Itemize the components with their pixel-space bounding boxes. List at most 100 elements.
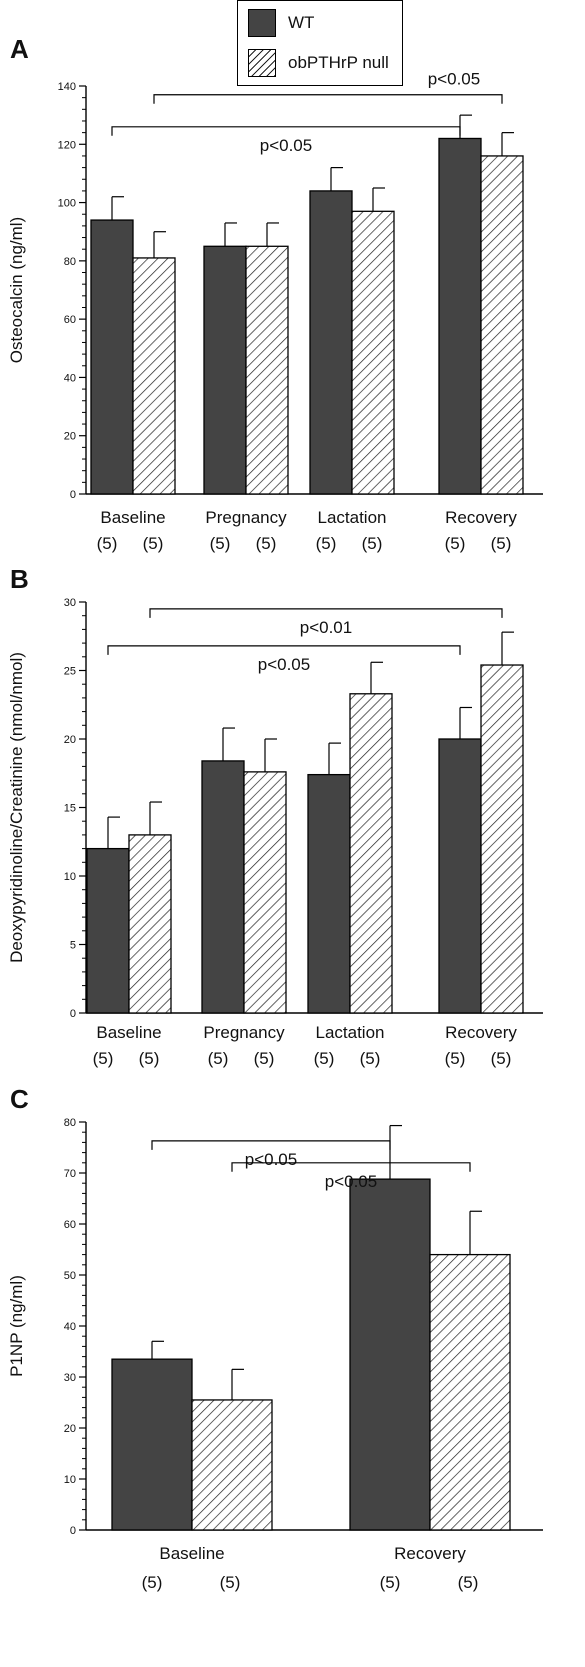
- n-label: (5): [210, 534, 231, 553]
- y-tick-label: 80: [64, 256, 76, 268]
- significance-bracket: p<0.05: [111, 126, 461, 155]
- y-tick-label: 5: [70, 940, 76, 952]
- n-label: (5): [360, 1049, 381, 1068]
- bracket-line: [151, 1140, 391, 1150]
- legend-swatch-wt: [248, 9, 276, 37]
- legend-swatch-null: [248, 49, 276, 77]
- p-value-label: p<0.01: [300, 618, 352, 637]
- y-tick-label: 140: [58, 81, 76, 93]
- bar-null-lactation: [349, 693, 393, 1014]
- n-label: (5): [208, 1049, 229, 1068]
- bracket-line: [231, 1162, 471, 1172]
- x-tick-label: Lactation: [316, 1023, 385, 1042]
- x-tick-label: Pregnancy: [205, 508, 287, 527]
- y-tick-label: 40: [64, 1321, 76, 1333]
- significance-bracket: p<0.05: [231, 1162, 471, 1191]
- bracket-line: [153, 94, 503, 104]
- significance-bracket: p<0.01: [149, 608, 503, 637]
- bar-null-recovery: [480, 664, 524, 1014]
- y-tick-label: 80: [64, 1117, 76, 1129]
- y-tick-label: 20: [64, 1423, 76, 1435]
- y-tick-label: 25: [64, 666, 76, 678]
- n-label: (5): [362, 534, 383, 553]
- legend-label-null: obPTHrP null: [288, 53, 389, 72]
- panel-c: C 0 10 20 30 40 50 60 70 80 P1NP (ng/ml) Baseline (5…: [7, 1084, 543, 1592]
- n-label: (5): [491, 1049, 512, 1068]
- legend: WT obPTHrP null: [237, 0, 403, 86]
- n-label: (5): [93, 1049, 114, 1068]
- legend-item-wt: WT: [248, 9, 314, 37]
- x-tick-label: Recovery: [445, 1023, 517, 1042]
- bar-wt-pregnancy: [203, 245, 247, 495]
- n-label: (5): [97, 534, 118, 553]
- legend-label-wt: WT: [288, 13, 315, 32]
- bar-null-baseline: [128, 834, 172, 1014]
- y-tick-label: 0: [70, 489, 76, 501]
- panel-b: B 0 5 10 15 20 25 30 Deoxypyridinoline/Creatinin…: [7, 564, 543, 1068]
- n-label: (5): [316, 534, 337, 553]
- x-tick-label: Baseline: [100, 508, 165, 527]
- bar-null-baseline: [132, 257, 176, 495]
- significance-bracket: p<0.05: [153, 70, 503, 104]
- bar-wt-lactation: [309, 190, 353, 495]
- panel-letter: B: [10, 564, 29, 594]
- y-tick-label: 70: [64, 1168, 76, 1180]
- p-value-label: p<0.05: [258, 655, 310, 674]
- y-axis-label: Deoxypyridinoline/Creatinine (nmol/nmol): [7, 652, 26, 963]
- p-value-label: p<0.05: [260, 136, 312, 155]
- bar-null-recovery: [429, 1253, 511, 1531]
- y-tick-label: 10: [64, 871, 76, 883]
- p-value-label: p<0.05: [245, 1150, 297, 1169]
- y-axis-label: Osteocalcin (ng/ml): [7, 217, 26, 363]
- bar-null-pregnancy: [243, 771, 287, 1014]
- bar-wt-baseline: [86, 847, 130, 1014]
- legend-item-null: obPTHrP null: [248, 49, 389, 77]
- y-tick-label: 30: [64, 1372, 76, 1384]
- y-tick-label: 60: [64, 314, 76, 326]
- n-label: (5): [491, 534, 512, 553]
- n-label: (5): [314, 1049, 335, 1068]
- n-label: (5): [220, 1573, 241, 1592]
- x-tick-label: Pregnancy: [203, 1023, 285, 1042]
- panel-a: A 0 20 40 60 80 100 120 140 Osteocalcin (ng/ml) Ba…: [7, 34, 543, 553]
- bar-wt-lactation: [307, 773, 351, 1014]
- y-tick-label: 0: [70, 1525, 76, 1537]
- bar-wt-baseline: [111, 1358, 193, 1531]
- bar-null-lactation: [351, 210, 395, 495]
- y-tick-label: 120: [58, 139, 76, 151]
- p-value-label: p<0.05: [428, 70, 480, 89]
- y-tick-label: 0: [70, 1008, 76, 1020]
- panel-letter: C: [10, 1084, 29, 1114]
- n-label: (5): [256, 534, 277, 553]
- x-tick-label: Lactation: [318, 508, 387, 527]
- y-tick-label: 50: [64, 1270, 76, 1282]
- x-tick-label: Baseline: [96, 1023, 161, 1042]
- panel-letter: A: [10, 34, 29, 64]
- y-tick-label: 20: [64, 431, 76, 443]
- bracket-line: [149, 608, 503, 618]
- n-label: (5): [139, 1049, 160, 1068]
- p-value-label: p<0.05: [325, 1172, 377, 1191]
- x-tick-label: Baseline: [159, 1544, 224, 1563]
- y-tick-label: 10: [64, 1474, 76, 1486]
- n-label: (5): [445, 534, 466, 553]
- n-label: (5): [254, 1049, 275, 1068]
- significance-bracket: p<0.05: [151, 1140, 391, 1169]
- x-tick-label: Recovery: [445, 508, 517, 527]
- y-tick-label: 15: [64, 803, 76, 815]
- y-tick-label: 100: [58, 198, 76, 210]
- bar-wt-recovery: [438, 738, 482, 1014]
- n-label: (5): [143, 534, 164, 553]
- bar-null-baseline: [191, 1399, 273, 1531]
- x-tick-label: Recovery: [394, 1544, 466, 1563]
- n-label: (5): [380, 1573, 401, 1592]
- y-tick-label: 30: [64, 597, 76, 609]
- bar-wt-pregnancy: [201, 760, 245, 1014]
- bar-null-pregnancy: [245, 245, 289, 495]
- bracket-line: [111, 126, 461, 136]
- y-tick-label: 60: [64, 1219, 76, 1231]
- y-tick-label: 40: [64, 372, 76, 384]
- n-label: (5): [458, 1573, 479, 1592]
- bar-wt-baseline: [90, 219, 134, 495]
